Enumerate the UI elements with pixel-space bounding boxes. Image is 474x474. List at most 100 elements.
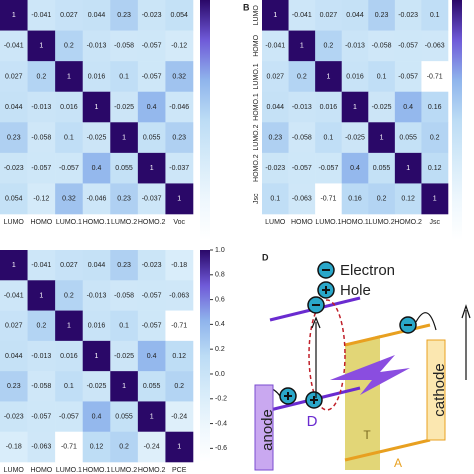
y-tick-label: LUMO [253, 5, 260, 26]
cell [27, 431, 56, 463]
cell-label: 0.4 [147, 104, 157, 111]
cell [82, 91, 111, 123]
cell [82, 122, 111, 154]
cell-label: 0.2 [324, 43, 334, 50]
cell [82, 183, 111, 215]
y-tick-label: LUMO.2 [253, 124, 260, 150]
cell-label: -0.025 [114, 104, 134, 111]
cell [315, 183, 343, 215]
colorbar-tick-label: 1.0 [215, 247, 225, 254]
cell [341, 0, 369, 31]
cell-label: -0.12 [33, 196, 49, 203]
colorbar-tick-label: 0.4 [215, 321, 225, 328]
colorbar-tick-label: -0.4 [215, 420, 227, 427]
cell-label: 0.12 [172, 353, 186, 360]
cell-label: -0.71 [61, 444, 77, 451]
cell [110, 30, 139, 62]
cell [288, 152, 316, 184]
cell-label: -0.057 [142, 323, 162, 330]
cell-label: 0.055 [399, 134, 417, 141]
cell-label: 0.044 [5, 104, 23, 111]
x-tick-label: LUMO.1 [56, 219, 82, 226]
cell [27, 122, 56, 154]
cell-label: 0.1 [430, 12, 440, 19]
cell [394, 91, 422, 123]
cell [82, 152, 111, 184]
cell [137, 310, 166, 342]
cell [368, 152, 396, 184]
cell-label: -0.063 [292, 196, 312, 203]
cell [288, 122, 316, 154]
cell-label: 1 [353, 104, 357, 111]
cell-label: -0.063 [31, 444, 51, 451]
cell-label: -0.025 [372, 104, 392, 111]
cell [341, 152, 369, 184]
cell-label: 0.044 [88, 262, 106, 269]
cell [55, 250, 84, 281]
cell-label: 0.23 [117, 12, 131, 19]
cell [288, 0, 316, 31]
cell-label: 0.2 [119, 444, 129, 451]
heatmap-panel: 1 -0.041 0.027 0.044 0.23 -0.023 0.1 -0.041 1 0.2… [243, 0, 462, 240]
cell-label: 0.1 [64, 134, 74, 141]
cell [0, 122, 28, 154]
cell-label: 0.027 [60, 12, 78, 19]
cell [55, 0, 84, 31]
colorbar-tick-label: -0.2 [215, 396, 227, 403]
cell [368, 183, 396, 215]
cell [341, 30, 369, 62]
cell-label: 1 [150, 165, 154, 172]
cell-label: 0.055 [373, 165, 391, 172]
x-tick-label: LUMO [265, 219, 286, 226]
cell [165, 310, 194, 342]
cell-label: -0.71 [171, 323, 187, 330]
cell-label: -0.24 [144, 444, 160, 451]
transport-label: T [363, 428, 371, 442]
cell [165, 340, 194, 372]
cell [165, 431, 194, 463]
cell [27, 61, 56, 93]
heatmap-panel: 1 -0.041 0.027 0.044 0.23 -0.023 -0.18 -0.041 1 0… [0, 247, 227, 474]
cell-label: 0.1 [270, 196, 280, 203]
cell [421, 152, 449, 184]
cell-label: 1 [380, 134, 384, 141]
cell-label: 0.4 [350, 165, 360, 172]
cell-label: -0.013 [345, 43, 365, 50]
cell [315, 152, 343, 184]
x-tick-label: PCE [172, 467, 187, 474]
exciton [308, 299, 346, 411]
anode-box [254, 384, 274, 471]
cell [368, 0, 396, 31]
cell [315, 30, 343, 62]
cell [27, 280, 56, 311]
cell [137, 250, 166, 281]
cell [27, 250, 56, 281]
cell [421, 91, 449, 123]
x-tick-label: HOMO.2 [138, 219, 166, 226]
cell-label: 0.23 [172, 134, 186, 141]
y-tick-label: HOMO.2 [253, 154, 260, 182]
cell-label: 1 [39, 43, 43, 50]
cell [55, 371, 84, 402]
cell-label: -0.12 [171, 43, 187, 50]
cell [394, 122, 422, 154]
x-tick-label: Jsc [429, 219, 440, 226]
cell [165, 152, 194, 184]
cell [0, 30, 28, 62]
cell [110, 91, 139, 123]
cell [55, 61, 84, 93]
cell-label: 1 [67, 73, 71, 80]
cell [137, 30, 166, 62]
cell [0, 280, 28, 311]
cell [27, 401, 56, 433]
cell [315, 122, 343, 154]
panel-d: D Electron Hole anode cathode D T A [254, 252, 471, 471]
cell-label: 0.32 [172, 73, 186, 80]
heatmap-panel: 1 -0.041 0.027 0.044 0.23 -0.023 0.054 -0.041 1 0… [0, 0, 210, 240]
cell [55, 122, 84, 154]
cell-label: 0.016 [88, 73, 106, 80]
cell [137, 401, 166, 433]
acceptor-homo [344, 438, 431, 462]
cell [110, 61, 139, 93]
cell-label: 0.16 [428, 104, 442, 111]
